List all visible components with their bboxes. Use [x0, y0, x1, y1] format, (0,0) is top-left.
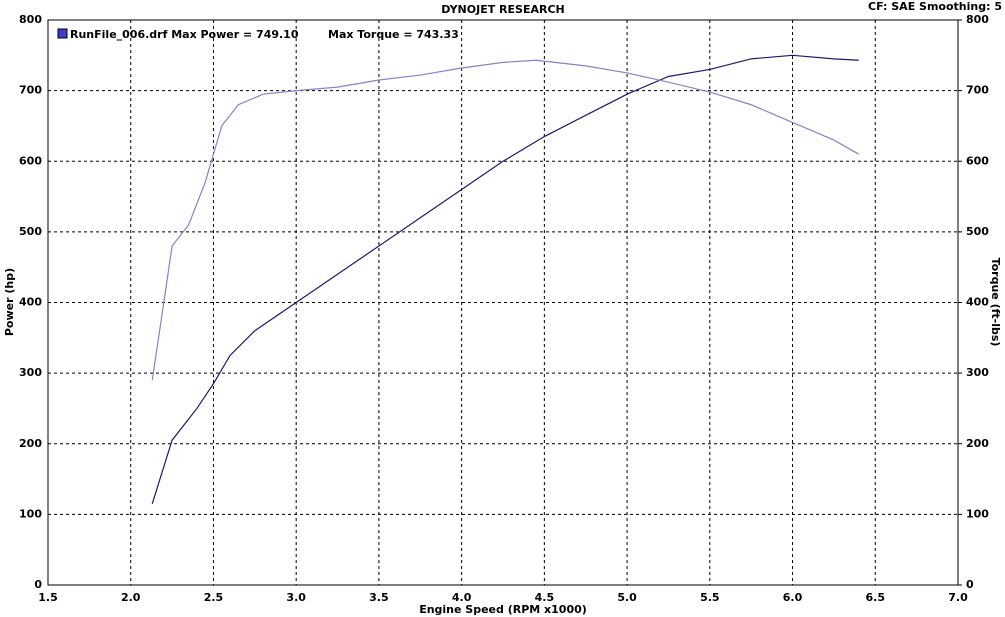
y2-axis-label: Torque (ft-lbs)	[989, 258, 1002, 347]
y2-tick-label: 300	[966, 366, 989, 379]
x-tick-label: 3.0	[286, 591, 306, 604]
y2-tick-label: 800	[966, 13, 989, 26]
series-line	[151, 59, 860, 381]
y-axis-label: Power (hp)	[3, 268, 16, 336]
y-tick-label: 200	[19, 437, 42, 450]
x-tick-label: 4.0	[452, 591, 472, 604]
x-tick-label: 1.5	[38, 591, 58, 604]
y2-tick-label: 200	[966, 437, 989, 450]
y-tick-label: 800	[19, 13, 42, 26]
x-tick-label: 2.0	[121, 591, 141, 604]
y-tick-label: 600	[19, 154, 42, 167]
x-tick-label: 5.5	[700, 591, 720, 604]
y2-tick-label: 0	[966, 578, 974, 591]
y-tick-label: 300	[19, 366, 42, 379]
legend-text: RunFile_006.drf Max Power = 749.10	[70, 28, 299, 41]
chart-title: DYNOJET RESEARCH	[441, 3, 564, 16]
plot-area	[47, 19, 959, 586]
x-tick-label: 6.0	[783, 591, 803, 604]
y2-tick-label: 600	[966, 154, 989, 167]
x-tick-label: 5.0	[617, 591, 637, 604]
x-tick-label: 2.5	[204, 591, 224, 604]
x-tick-label: 6.5	[866, 591, 886, 604]
x-tick-label: 7.0	[948, 591, 968, 604]
subtitle: CF: SAE Smoothing: 5	[868, 0, 1002, 13]
x-tick-label: 3.5	[369, 591, 389, 604]
y-tick-label: 100	[19, 507, 42, 520]
x-tick-label: 4.5	[535, 591, 555, 604]
y-tick-label: 0	[34, 578, 42, 591]
annotation: Max Torque = 743.33	[328, 28, 459, 41]
y2-tick-label: 100	[966, 507, 989, 520]
legend-swatch	[57, 28, 68, 39]
y2-tick-label: 700	[966, 84, 989, 97]
y-tick-label: 400	[19, 296, 42, 309]
x-axis-label: Engine Speed (RPM x1000)	[419, 603, 587, 616]
y2-tick-label: 500	[966, 225, 989, 238]
y-tick-label: 700	[19, 84, 42, 97]
y2-tick-label: 400	[966, 296, 989, 309]
series-line	[151, 54, 859, 504]
y-tick-label: 500	[19, 225, 42, 238]
